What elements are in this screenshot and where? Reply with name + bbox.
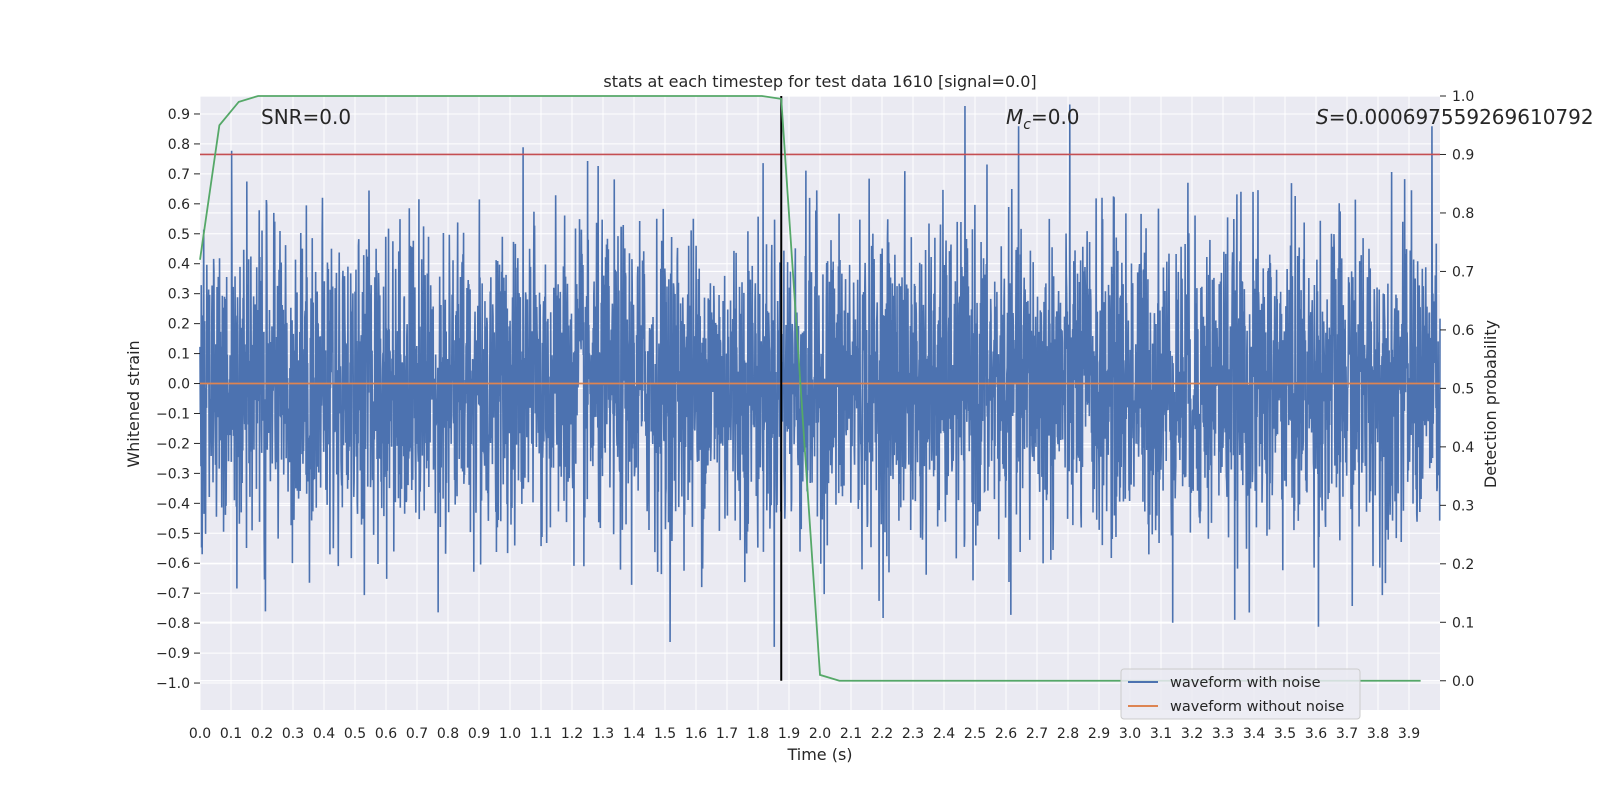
x-tick-label: 0.5 — [344, 726, 366, 742]
mc-value: =0.0 — [1031, 105, 1080, 129]
y-tick-label: −0.9 — [156, 646, 190, 662]
x-tick-label: 1.2 — [561, 726, 583, 742]
y-tick-label: −0.6 — [156, 556, 190, 572]
y-right-tick-label: 1.0 — [1452, 89, 1474, 105]
x-tick-label: 0.9 — [468, 726, 490, 742]
y-tick-label: −0.2 — [156, 436, 190, 452]
mc-symbol: M — [1006, 105, 1023, 129]
y-right-tick-label: 0.5 — [1452, 381, 1474, 397]
x-tick-label: 2.6 — [995, 726, 1017, 742]
mc-subscript: c — [1023, 117, 1031, 133]
y-tick-label: 0.9 — [168, 107, 190, 123]
y-right-tick-label: 0.9 — [1452, 147, 1474, 163]
x-tick-label: 0.3 — [282, 726, 304, 742]
annotation-snr: SNR=0.0 — [261, 105, 351, 129]
x-tick-label: 1.9 — [778, 726, 800, 742]
s-value: =0.000697559269610792 — [1329, 105, 1594, 129]
x-tick-label: 0.8 — [437, 726, 459, 742]
annotation-mc: Mc=0.0 — [1006, 105, 1080, 133]
x-tick-label: 3.7 — [1336, 726, 1358, 742]
x-tick-label: 3.0 — [1119, 726, 1141, 742]
y-right-tick-label: 0.4 — [1452, 440, 1474, 456]
y-tick-label: 0.2 — [168, 317, 190, 333]
s-symbol: S — [1316, 105, 1329, 129]
x-tick-label: 2.5 — [964, 726, 986, 742]
x-axis-label: Time (s) — [786, 745, 852, 764]
x-tick-label: 1.7 — [716, 726, 738, 742]
y-tick-label: 0.8 — [168, 137, 190, 153]
y-tick-label: 0.1 — [168, 347, 190, 363]
x-tick-label: 0.0 — [189, 726, 211, 742]
x-tick-label: 1.6 — [685, 726, 707, 742]
x-tick-label: 1.0 — [499, 726, 521, 742]
legend-box — [1120, 668, 1361, 720]
x-tick-label: 0.6 — [375, 726, 397, 742]
y-right-tick-label: 0.0 — [1452, 674, 1474, 690]
x-tick-label: 2.1 — [840, 726, 862, 742]
y-right-tick-label: 0.2 — [1452, 557, 1474, 573]
x-tick-label: 2.0 — [809, 726, 831, 742]
detection-probability-line — [199, 95, 1421, 682]
y-tick-label: −0.1 — [156, 406, 190, 422]
x-tick-label: 3.4 — [1243, 726, 1265, 742]
y-tick-label: 0.5 — [168, 227, 190, 243]
y-tick-label: −0.7 — [156, 586, 190, 602]
x-tick-label: 1.1 — [530, 726, 552, 742]
x-tick-label: 2.9 — [1088, 726, 1110, 742]
y-right-tick-label: 0.1 — [1452, 615, 1474, 631]
x-tick-label: 2.4 — [933, 726, 955, 742]
y-tick-label: −0.4 — [156, 496, 190, 512]
y-right-tick-label: 0.7 — [1452, 264, 1474, 280]
y-axis-right-label: Detection probability — [1481, 320, 1500, 488]
y-right-tick-label: 0.3 — [1452, 498, 1474, 514]
x-tick-label: 1.4 — [623, 726, 645, 742]
legend-label-noise: waveform with noise — [1170, 675, 1321, 691]
x-tick-label: 3.1 — [1150, 726, 1172, 742]
x-tick-label: 3.5 — [1274, 726, 1296, 742]
series-waveform-with-noise — [199, 104, 1441, 647]
x-tick-label: 3.3 — [1212, 726, 1234, 742]
x-tick-label: 0.1 — [220, 726, 242, 742]
y-tick-label: 0.7 — [168, 167, 190, 183]
x-tick-label: 1.5 — [654, 726, 676, 742]
x-tick-label: 3.2 — [1181, 726, 1203, 742]
chart-title: stats at each timestep for test data 161… — [603, 72, 1036, 91]
x-tick-label: 1.3 — [592, 726, 614, 742]
y-tick-label: −0.5 — [156, 526, 190, 542]
y-axis-label: Whitened strain — [124, 340, 143, 467]
x-tick-label: 3.8 — [1367, 726, 1389, 742]
annotation-s: S=0.000697559269610792 — [1316, 105, 1594, 129]
y-right-tick-label: 0.8 — [1452, 206, 1474, 222]
legend-label-clean: waveform without noise — [1170, 699, 1344, 715]
x-tick-label: 2.3 — [902, 726, 924, 742]
x-tick-label: 0.4 — [313, 726, 335, 742]
x-tick-label: 1.8 — [747, 726, 769, 742]
y-tick-label: 0.3 — [168, 287, 190, 303]
ticks: 0.0 0.1 0.2 0.3 0.4 0.5 0.6 0.7 0.8 0.9 1.0 1.1 1.2 1… — [156, 89, 1474, 742]
y-tick-label: 0.6 — [168, 197, 190, 213]
x-tick-label: 0.7 — [406, 726, 428, 742]
y-tick-label: 0.0 — [168, 377, 190, 393]
y-tick-label: −0.8 — [156, 616, 190, 632]
y-tick-label: 0.4 — [168, 257, 190, 273]
x-tick-label: 2.2 — [871, 726, 893, 742]
x-tick-label: 3.6 — [1305, 726, 1327, 742]
y-tick-label: −0.3 — [156, 466, 190, 482]
line-layer — [199, 95, 1440, 682]
x-tick-label: 2.7 — [1026, 726, 1048, 742]
x-tick-label: 3.9 — [1398, 726, 1420, 742]
waveform-with-noise-line — [199, 104, 1441, 647]
y-tick-label: −1.0 — [156, 676, 190, 692]
y-right-tick-label: 0.6 — [1452, 323, 1474, 339]
x-tick-label: 2.8 — [1057, 726, 1079, 742]
legend: waveform with noise waveform without noi… — [1120, 668, 1361, 720]
x-tick-label: 0.2 — [251, 726, 273, 742]
